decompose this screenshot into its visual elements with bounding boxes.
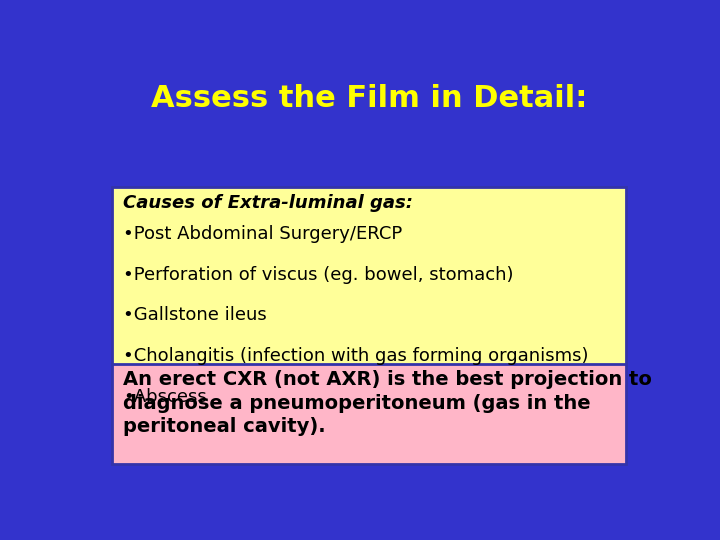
Text: •Cholangitis (infection with gas forming organisms): •Cholangitis (infection with gas forming…	[124, 347, 589, 365]
Text: Assess the Film in Detail:: Assess the Film in Detail:	[150, 84, 588, 112]
Text: •Perforation of viscus (eg. bowel, stomach): •Perforation of viscus (eg. bowel, stoma…	[124, 266, 514, 284]
Text: •Post Abdominal Surgery/ERCP: •Post Abdominal Surgery/ERCP	[124, 225, 402, 243]
Text: •Gallstone ileus: •Gallstone ileus	[124, 306, 267, 325]
FancyBboxPatch shape	[112, 187, 626, 433]
Text: An erect CXR (not AXR) is the best projection to
diagnose a pneumoperitoneum (ga: An erect CXR (not AXR) is the best proje…	[124, 370, 652, 436]
FancyBboxPatch shape	[112, 364, 626, 464]
Text: Causes of Extra-luminal gas:: Causes of Extra-luminal gas:	[124, 194, 413, 212]
Text: •Abscess: •Abscess	[124, 388, 207, 406]
